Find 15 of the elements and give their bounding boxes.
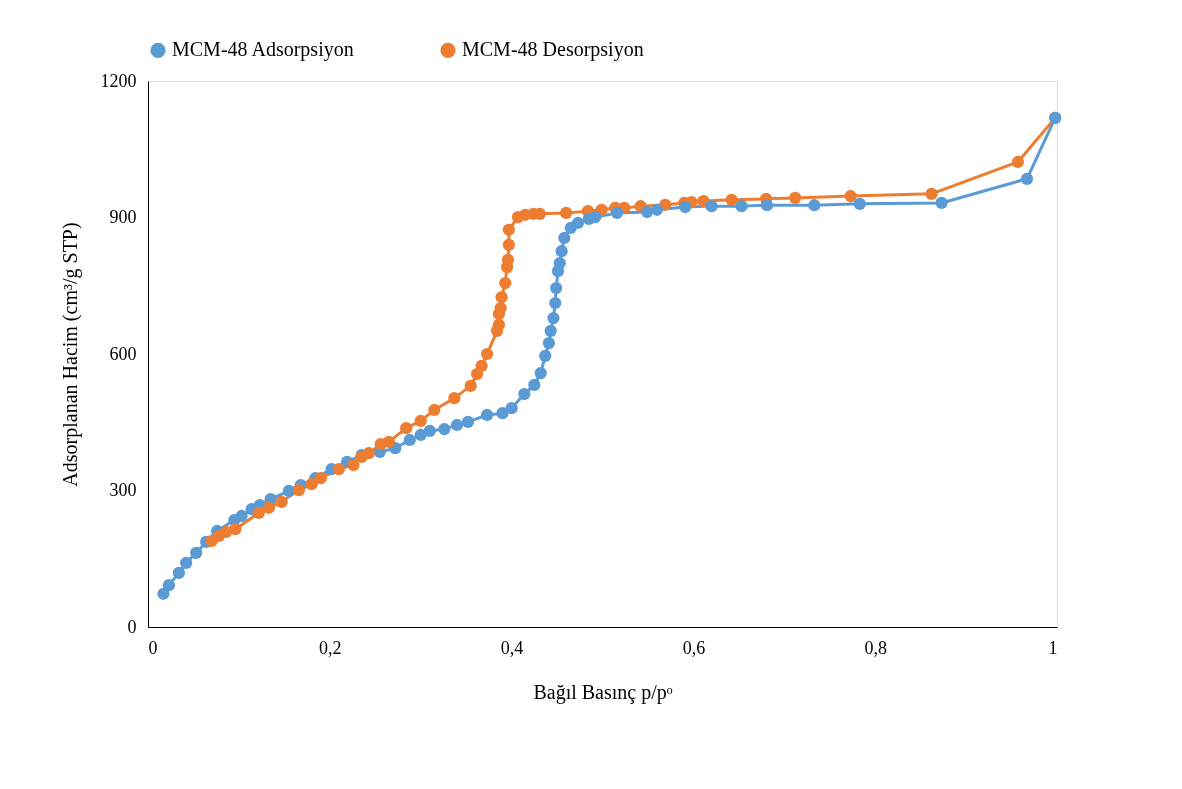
y-tick-label: 0 <box>127 616 137 637</box>
legend-label: MCM-48 Adsorpsiyon <box>172 38 354 62</box>
y-axis-title: Adsorplanan Hacim (cm³/g STP) <box>58 222 82 487</box>
x-axis-title: Bağıl Basınç p/pᵒ <box>533 680 673 704</box>
legend-label: MCM-48 Desorpsiyon <box>462 38 644 62</box>
y-tick-label: 300 <box>109 480 137 500</box>
x-tick-label: 0,6 <box>682 637 706 658</box>
x-tick-label: 1 <box>1048 637 1058 658</box>
x-tick-label: 0,8 <box>864 637 887 658</box>
y-tick-label: 1200 <box>100 70 137 91</box>
x-tick-label: 0,2 <box>319 637 342 658</box>
y-tick-label: 600 <box>109 343 137 364</box>
y-tick-label: 900 <box>109 207 137 227</box>
x-tick-label: 0,4 <box>500 637 524 658</box>
x-tick-label: 0 <box>148 637 158 658</box>
